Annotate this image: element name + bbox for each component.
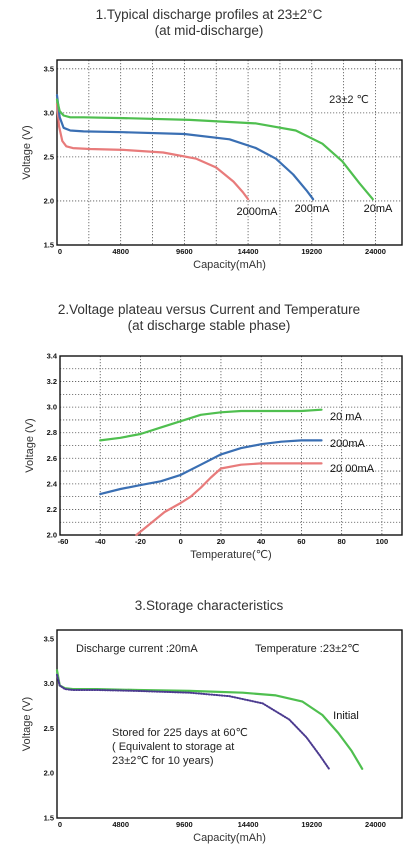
chart-1-y-tick-label: 2.0 (44, 196, 54, 205)
chart-1-x-tick-label: 24000 (365, 247, 386, 256)
chart-2-y-tick-label: 3.2 (47, 377, 57, 386)
chart-1-series-2-line (55, 94, 315, 201)
chart-3-y-tick-label: 3.5 (44, 634, 54, 643)
chart-2-frame (59, 355, 403, 536)
chart-1-series-1-label: 2000mA (237, 206, 279, 218)
chart-1-y-tick-label: 3.0 (44, 108, 54, 117)
chart-1-x-tick-label: 19200 (301, 247, 322, 256)
chart-1-x-tick-label: 4800 (112, 247, 129, 256)
chart-3-x-axis-label: Capacity(mAh) (193, 832, 266, 844)
chart-3-plot-area: 0 4800 9600 14400 19200 24000 1.5 2.0 2.5 3.0 3.5 C… (21, 629, 403, 844)
chart-1-x-tick-label: 0 (58, 247, 62, 256)
chart-2-y-axis-label: Voltage (V) (24, 418, 36, 472)
chart-1-x-axis-label: Capacity(mAh) (193, 259, 266, 271)
chart-1-panel: 1.Typical discharge profiles at 23±2°C (… (0, 0, 418, 280)
chart-1-series-2-label: 200mA (295, 203, 331, 215)
chart-2-y-tick-label: 2.6 (47, 454, 57, 463)
chart-3-series-1-label: Initial (333, 710, 359, 722)
chart-2-y-tick-label: 3.4 (47, 352, 58, 361)
chart-2-x-tick-label: 0 (179, 537, 183, 546)
chart-3-x-tick-label: 9600 (176, 820, 193, 829)
chart-2-x-tick-label: -60 (58, 537, 69, 546)
chart-2-x-axis-label: Temperature(℃) (190, 549, 271, 561)
chart-3-y-tick-label: 2.5 (44, 724, 54, 733)
chart-2-y-tick-label: 2.2 (47, 505, 57, 514)
chart-1-y-tick-label: 2.5 (44, 152, 54, 161)
chart-1-temperature-annotation: 23±2 ℃ (329, 94, 369, 106)
chart-1-series-3-label: 20mA (364, 203, 393, 215)
chart-1-series-3-line (55, 98, 374, 201)
chart-2-x-tick-label: -20 (135, 537, 146, 546)
chart-1-y-tick-label: 1.5 (44, 241, 54, 250)
chart-2-y-tick-label: 2.0 (47, 531, 57, 540)
chart-3-x-tick-label: 14400 (238, 820, 259, 829)
chart-1-y-axis-label: Voltage (V) (21, 125, 33, 179)
chart-2-y-tick-label: 2.8 (47, 428, 57, 437)
chart-3-series-2-line (56, 673, 330, 770)
chart-3-discharge-current-annotation: Discharge current :20mA (76, 643, 198, 655)
chart-3-y-tick-label: 3.0 (44, 679, 54, 688)
chart-3-x-tick-label: 19200 (301, 820, 322, 829)
chart-2-plot-area: -60 -40 -20 0 20 40 60 80 100 2.0 2.2 2.4 2.6 2.8 3.0 3… (24, 352, 403, 561)
chart-2-series-2-label: 200mA (330, 438, 366, 450)
chart-2-x-tick-label: 20 (217, 537, 225, 546)
chart-3-storage-note-line-2: ( Equivalent to storage at (112, 741, 234, 753)
chart-1-y-tick-label: 3.5 (44, 64, 54, 73)
chart-2-x-tick-label: -40 (95, 537, 106, 546)
chart-2-series-2-line (99, 439, 323, 496)
chart-3-y-axis-label: Voltage (V) (21, 697, 33, 751)
chart-3-x-tick-label: 24000 (365, 820, 386, 829)
chart-3-x-tick-label: 0 (58, 820, 62, 829)
chart-2-x-tick-label: 60 (297, 537, 305, 546)
chart-1-series-1-line (55, 102, 250, 201)
chart-3-title: 3.Storage characteristics (134, 598, 284, 613)
chart-1-plot-area: 0 4800 9600 14400 19200 24000 1.5 2.0 2.5 3.0 3.5 C… (21, 59, 403, 271)
chart-2-y-tick-label: 3.0 (47, 403, 57, 412)
chart-3-temperature-annotation: Temperature :23±2℃ (255, 643, 360, 655)
chart-2-subtitle: (at discharge stable phase) (127, 318, 291, 333)
chart-2-series-1-label: 20 mA (330, 411, 362, 423)
chart-2-panel: 2.Voltage plateau versus Current and Tem… (24, 302, 403, 561)
chart-1-svg: 0 4800 9600 14400 19200 24000 1.5 2.0 2.5 3.0 3.5 C… (21, 59, 403, 271)
chart-2-svg: -60 -40 -20 0 20 40 60 80 100 2.0 2.2 2.4 2.6 2.8 3.0 3… (24, 352, 403, 561)
chart-3-y-tick-label: 2.0 (44, 769, 54, 778)
chart-2-x-tick-label: 40 (257, 537, 265, 546)
chart-2-x-tick-label: 100 (376, 537, 389, 546)
chart-2-y-tick-label: 2.4 (47, 479, 58, 488)
chart-3-x-tick-label: 4800 (112, 820, 129, 829)
chart-3-y-tick-label: 1.5 (44, 814, 54, 823)
chart-2-series-3-line (135, 462, 323, 537)
chart-1-title: 1.Typical discharge profiles at 23±2°C (95, 7, 323, 22)
chart-3-storage-note-line-3: 23±2℃ for 10 years) (112, 755, 214, 767)
chart-3-storage-note-line-1: Stored for 225 days at 60℃ (112, 727, 248, 739)
chart-2-x-tick-label: 80 (337, 537, 345, 546)
chart-1-x-tick-label: 14400 (238, 247, 259, 256)
chart-2-title: 2.Voltage plateau versus Current and Tem… (57, 302, 361, 317)
chart-3-frame (56, 629, 403, 819)
chart-1-subtitle: (at mid-discharge) (154, 23, 264, 38)
chart-1-x-tick-label: 9600 (176, 247, 193, 256)
chart-1-frame (56, 59, 403, 246)
chart-2-series-1-line (99, 408, 323, 442)
chart-2-series-3-label: 20 00mA (330, 463, 375, 475)
